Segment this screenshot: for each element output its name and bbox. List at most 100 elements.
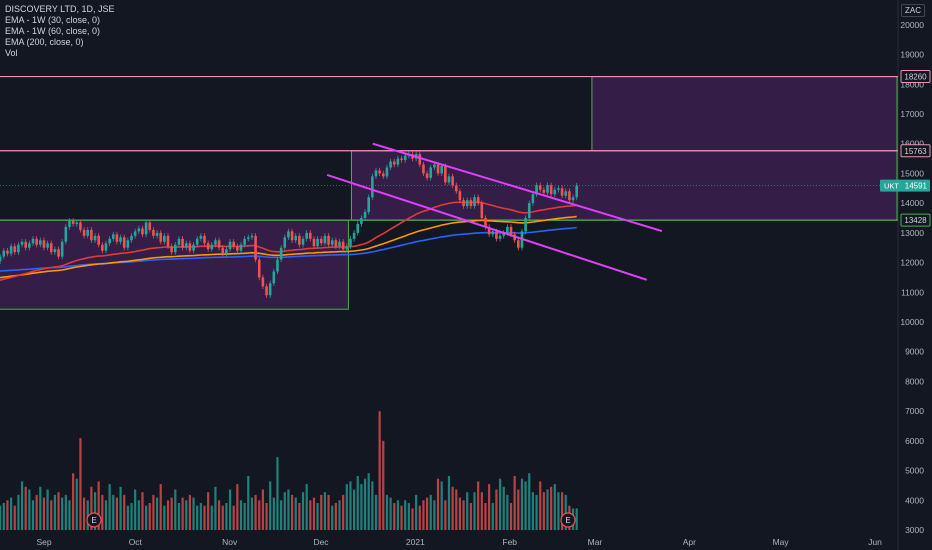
candle[interactable] (316, 238, 319, 247)
candle[interactable] (480, 203, 484, 218)
candle[interactable] (184, 243, 188, 248)
candle[interactable] (79, 222, 82, 230)
candle[interactable] (367, 197, 371, 213)
candle[interactable] (476, 197, 480, 204)
candle[interactable] (491, 231, 495, 235)
candle[interactable] (553, 189, 557, 195)
candle[interactable] (49, 243, 53, 253)
candle[interactable] (381, 173, 385, 177)
candle[interactable] (20, 241, 24, 245)
candle[interactable] (309, 232, 312, 239)
candle[interactable] (458, 191, 462, 201)
candle[interactable] (334, 240, 338, 247)
candle[interactable] (374, 170, 378, 177)
candle[interactable] (465, 200, 469, 207)
candle[interactable] (9, 246, 13, 254)
candle[interactable] (557, 188, 560, 190)
candle[interactable] (192, 244, 195, 251)
candle[interactable] (312, 238, 316, 247)
candle[interactable] (75, 222, 79, 224)
candle[interactable] (327, 235, 330, 245)
candle[interactable] (469, 200, 473, 207)
candle[interactable] (90, 229, 93, 241)
candle[interactable] (104, 243, 108, 251)
candle[interactable] (108, 238, 111, 244)
candle[interactable] (101, 244, 104, 251)
candle[interactable] (155, 232, 159, 236)
candle[interactable] (272, 271, 276, 284)
candle[interactable] (97, 235, 100, 245)
candle[interactable] (68, 220, 71, 227)
candle[interactable] (527, 203, 531, 218)
candle[interactable] (265, 286, 268, 296)
candle[interactable] (148, 222, 152, 230)
candle[interactable] (64, 226, 68, 242)
candle[interactable] (440, 166, 443, 174)
candle[interactable] (506, 226, 509, 233)
earnings-marker[interactable]: E (560, 512, 576, 528)
candle[interactable] (254, 235, 257, 260)
candle[interactable] (261, 277, 265, 287)
legend-ema2[interactable]: EMA - 1W (60, close, 0) (5, 26, 101, 36)
candle[interactable] (524, 218, 527, 232)
candle[interactable] (341, 241, 345, 250)
candle[interactable] (24, 241, 27, 248)
candle[interactable] (133, 231, 137, 236)
candle[interactable] (425, 173, 429, 178)
channel-trendline[interactable] (372, 142, 663, 233)
candle[interactable] (57, 249, 60, 257)
price-level-tag[interactable]: 13428 (900, 213, 931, 227)
candle[interactable] (473, 197, 476, 207)
candle[interactable] (422, 164, 425, 174)
candle[interactable] (144, 222, 148, 235)
candle[interactable] (330, 240, 334, 245)
candle[interactable] (444, 166, 447, 183)
candle[interactable] (323, 235, 327, 244)
candle[interactable] (396, 158, 400, 165)
candle[interactable] (170, 246, 173, 253)
candle[interactable] (214, 240, 217, 245)
candle[interactable] (305, 232, 308, 239)
candle[interactable] (436, 164, 440, 174)
candle[interactable] (400, 158, 403, 161)
candle[interactable] (498, 235, 502, 239)
candle[interactable] (221, 247, 225, 254)
candle[interactable] (294, 235, 298, 241)
candle[interactable] (71, 220, 75, 224)
candle[interactable] (228, 241, 232, 250)
candle[interactable] (243, 238, 246, 245)
candle[interactable] (575, 185, 578, 198)
candle[interactable] (568, 191, 571, 201)
candle[interactable] (352, 232, 356, 239)
candle[interactable] (433, 164, 436, 168)
legend-volume[interactable]: Vol (5, 48, 18, 58)
candle[interactable] (345, 246, 349, 250)
candle[interactable] (86, 229, 90, 236)
candle[interactable] (126, 240, 130, 248)
candle[interactable] (287, 231, 290, 238)
candle[interactable] (239, 244, 243, 251)
candle[interactable] (250, 235, 254, 238)
candle[interactable] (451, 176, 454, 186)
candle[interactable] (46, 243, 49, 248)
candle[interactable] (53, 249, 57, 253)
candle[interactable] (268, 283, 272, 296)
scale-currency-label[interactable]: ZAC (901, 4, 925, 17)
candle[interactable] (363, 212, 367, 218)
channel-trendline[interactable] (326, 173, 648, 281)
legend-ema1[interactable]: EMA - 1W (30, close, 0) (5, 15, 101, 25)
candle[interactable] (546, 185, 549, 193)
candle[interactable] (206, 243, 210, 250)
candle[interactable] (217, 240, 221, 248)
price-level-tag[interactable]: 15763 (900, 144, 931, 158)
candle[interactable] (429, 167, 433, 178)
candle[interactable] (502, 232, 506, 236)
candle[interactable] (301, 238, 305, 245)
candle[interactable] (360, 218, 363, 224)
candle[interactable] (549, 185, 553, 195)
candle[interactable] (93, 235, 97, 241)
candle[interactable] (177, 238, 181, 245)
candle[interactable] (371, 176, 374, 198)
candle[interactable] (130, 235, 133, 241)
